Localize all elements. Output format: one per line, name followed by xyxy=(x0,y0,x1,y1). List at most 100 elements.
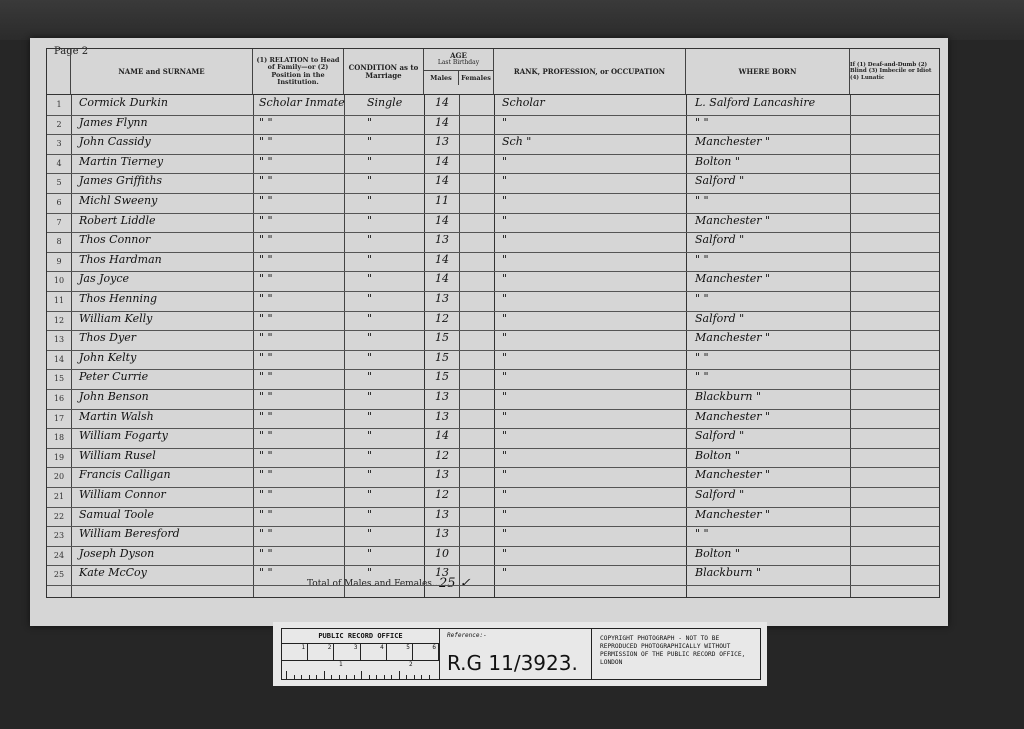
age-males-cell: 12 xyxy=(435,488,449,501)
scale-mark: 2 xyxy=(308,644,335,660)
archive-label: PUBLIC RECORD OFFICE 1 2 3 4 5 6 1 2 Ref… xyxy=(273,622,767,686)
age-males-cell: 13 xyxy=(435,292,449,305)
row-number: 3 xyxy=(56,139,62,149)
condition-cell: " xyxy=(367,350,373,364)
ruler-tick xyxy=(286,671,287,680)
condition-cell: " xyxy=(367,115,373,129)
occupation-cell: " xyxy=(502,331,508,345)
age-males-cell: 13 xyxy=(435,409,449,423)
public-record-office-box: PUBLIC RECORD OFFICE 1 2 3 4 5 6 1 2 xyxy=(282,629,440,680)
row-number: 17 xyxy=(53,413,65,423)
row-number: 12 xyxy=(53,315,65,325)
ruler-tick xyxy=(368,675,370,680)
where-born-cell: Blackburn " xyxy=(695,566,762,580)
scan-background xyxy=(0,0,1024,40)
header-males: Males xyxy=(424,71,459,86)
relation-cell: " " xyxy=(259,409,273,423)
header-females: Females xyxy=(461,74,491,83)
relation-cell: " " xyxy=(259,350,273,364)
relation-cell: " " xyxy=(259,135,273,149)
column-divider xyxy=(424,95,425,597)
age-males-cell: 14 xyxy=(435,213,449,227)
row-number: 16 xyxy=(53,394,65,403)
table-row: 24 Joseph Dyson " " " 10 " Bolton " xyxy=(47,546,939,567)
age-males-cell: 14 xyxy=(435,115,449,129)
name-cell: Thos Connor xyxy=(79,233,151,247)
condition-cell: " xyxy=(367,546,373,560)
table-row: 25 Kate McCoy " " " 13 " Blackburn " xyxy=(47,565,939,586)
ruler-tick xyxy=(406,675,407,680)
census-page: Page 2 NAME and SURNAME (1) RELATION to … xyxy=(30,38,948,626)
ruler-tick xyxy=(331,675,332,680)
age-males-cell: 15 xyxy=(435,370,449,384)
where-born-cell: Manchester " xyxy=(695,213,771,227)
row-number: 20 xyxy=(53,472,65,482)
column-divider xyxy=(494,95,495,597)
name-cell: Martin Tierney xyxy=(79,154,164,168)
occupation-cell: Sch " xyxy=(502,135,532,149)
where-born-cell: Salford " xyxy=(695,174,745,188)
scale-bar: 1 2 3 4 5 6 xyxy=(282,644,440,661)
scale-mark: 4 xyxy=(361,644,387,660)
table-row: 9 Thos Hardman " " " 14 " " " xyxy=(47,252,939,273)
where-born-cell: Blackburn " xyxy=(695,390,762,403)
header-occupation: RANK, PROFESSION, or OCCUPATION xyxy=(494,49,686,95)
table-row: 2 James Flynn " " " 14 " " " xyxy=(47,115,939,136)
census-table: NAME and SURNAME (1) RELATION to Head of… xyxy=(46,48,940,598)
table-row: 21 William Connor " " " 12 " Salford " xyxy=(47,487,939,508)
scale-mark: 6 xyxy=(413,644,440,660)
name-cell: Thos Dyer xyxy=(79,331,136,345)
condition-cell: " xyxy=(367,233,373,247)
occupation-cell: " xyxy=(502,174,508,188)
age-males-cell: 15 xyxy=(435,350,449,364)
table-row: 11 Thos Henning " " " 13 " " " xyxy=(47,291,939,312)
occupation-cell: " xyxy=(502,507,508,521)
table-row: 3 John Cassidy " " " 13 Sch " Manchester " xyxy=(47,134,939,155)
name-cell: Robert Liddle xyxy=(79,213,156,227)
condition-cell: " xyxy=(367,468,373,482)
age-males-cell: 13 xyxy=(435,468,449,482)
table-row: 16 John Benson " " " 13 " Blackburn " xyxy=(47,389,939,410)
total-label: Total of Males and Females... xyxy=(307,579,441,589)
where-born-cell: Manchester " xyxy=(695,507,771,521)
age-males-cell: 13 xyxy=(435,233,449,247)
where-born-cell: " " xyxy=(695,350,709,364)
column-divider xyxy=(850,95,851,597)
condition-cell: " xyxy=(367,409,373,423)
where-born-cell: Manchester " xyxy=(695,409,771,423)
age-males-cell: 15 xyxy=(435,331,449,345)
row-number: 2 xyxy=(56,119,62,129)
name-cell: Michl Sweeny xyxy=(79,194,158,207)
condition-cell: " xyxy=(367,448,373,462)
table-row: 8 Thos Connor " " " 13 " Salford " xyxy=(47,232,939,253)
where-born-cell: L. Salford Lancashire xyxy=(695,96,816,109)
occupation-cell: Scholar xyxy=(502,96,545,109)
where-born-cell: Bolton " xyxy=(695,448,740,462)
name-cell: Francis Calligan xyxy=(79,468,171,482)
name-cell: Martin Walsh xyxy=(79,409,154,423)
column-divider xyxy=(71,95,72,597)
ruler-tick xyxy=(421,675,422,680)
age-males-cell: 11 xyxy=(435,194,449,207)
ruler-tick xyxy=(338,675,340,680)
where-born-cell: Manchester " xyxy=(695,272,771,286)
name-cell: James Flynn xyxy=(79,115,148,129)
condition-cell: " xyxy=(367,488,373,501)
occupation-cell: " xyxy=(502,311,508,325)
column-divider xyxy=(253,95,254,597)
row-number: 23 xyxy=(53,531,65,541)
relation-cell: " " xyxy=(259,507,273,521)
ruler-tick xyxy=(376,675,377,680)
condition-cell: " xyxy=(367,272,373,286)
occupation-cell: " xyxy=(502,429,508,443)
ruler-mark: 1 xyxy=(339,661,343,668)
relation-cell: " " xyxy=(259,194,273,207)
row-number: 25 xyxy=(53,570,65,580)
condition-cell: " xyxy=(367,566,373,580)
row-number: 14 xyxy=(53,354,65,364)
row-number: 7 xyxy=(56,217,62,227)
occupation-cell: " xyxy=(502,350,508,364)
row-number: 24 xyxy=(53,550,65,560)
relation-cell: " " xyxy=(259,390,273,403)
age-males-cell: 14 xyxy=(435,429,449,443)
